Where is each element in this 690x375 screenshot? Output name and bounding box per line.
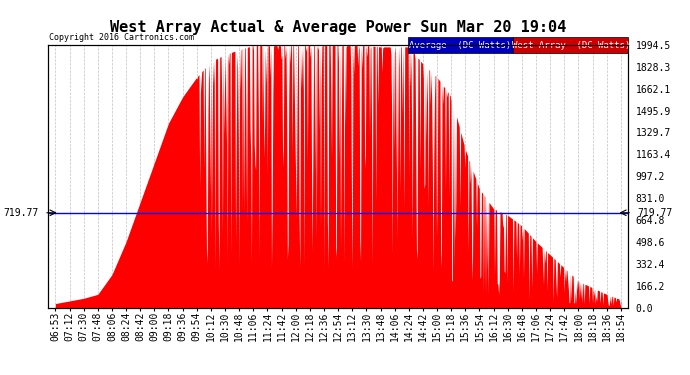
Text: 719.77: 719.77: [3, 208, 39, 218]
Title: West Array Actual & Average Power Sun Mar 20 19:04: West Array Actual & Average Power Sun Ma…: [110, 20, 566, 34]
Text: Copyright 2016 Cartronics.com: Copyright 2016 Cartronics.com: [49, 33, 194, 42]
Text: 719.77: 719.77: [638, 208, 673, 218]
